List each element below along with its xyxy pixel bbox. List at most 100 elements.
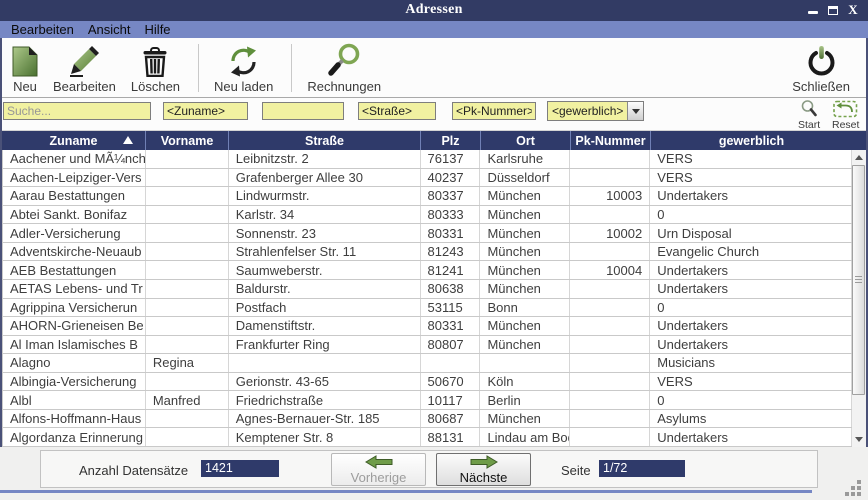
- pknummer-filter-input[interactable]: [452, 102, 536, 120]
- table-cell: Karlsruhe: [480, 150, 571, 168]
- table-row[interactable]: Adventskirche-Neuaub Strahlenfelser Str. …: [3, 242, 852, 262]
- table-row[interactable]: Aarau Bestattungen Lindwurmstr. 80337 Münch…: [3, 187, 852, 206]
- vorname-filter-input[interactable]: [262, 102, 344, 120]
- table-row[interactable]: AHORN-Grieneisen Be Damenstiftstr. 80331 Mü…: [3, 317, 852, 336]
- table-cell: AETAS Lebens- und Tr: [3, 279, 146, 298]
- scroll-down-icon: [855, 437, 863, 442]
- table-cell: München: [480, 335, 571, 354]
- menu-item-ansicht[interactable]: Ansicht: [87, 22, 131, 37]
- menu-item-hilfe[interactable]: Hilfe: [144, 22, 171, 37]
- table-cell: 10004: [570, 261, 651, 279]
- table-body: Aachener und MÃ¼nch Leibnitzstr. 2 76137 Ka…: [2, 150, 852, 447]
- table-cell: [570, 168, 651, 187]
- chevron-down-icon: [631, 108, 640, 114]
- table-row[interactable]: Abtei Sankt. Bonifaz Karlstr. 34 80333 Münc…: [3, 205, 852, 225]
- toolbar: Neu Bearbeiten: [2, 38, 866, 98]
- menu-item-bearbeiten[interactable]: Bearbeiten: [11, 22, 74, 37]
- table-row[interactable]: Aachener und MÃ¼nch Leibnitzstr. 2 76137 Ka…: [3, 150, 852, 169]
- table-cell: Manfred: [146, 391, 229, 409]
- new-button[interactable]: Neu: [6, 40, 44, 96]
- table-cell: [146, 335, 229, 354]
- status-bar: Anzahl Datensätze 1421 Vorherige Nächste: [0, 447, 868, 500]
- column-header-stra-e[interactable]: Straße: [228, 131, 420, 150]
- table-row[interactable]: Adler-Versicherung Sonnenstr. 23 80331 Münc…: [3, 224, 852, 243]
- table-cell: München: [480, 187, 571, 205]
- toolbar-separator: [198, 44, 200, 92]
- table-row[interactable]: Albingia-Versicherung Gerionstr. 43-65 506…: [3, 372, 852, 392]
- gewerblich-filter-select[interactable]: <gewerblich>: [547, 101, 644, 121]
- column-header-label: Vorname: [160, 133, 214, 148]
- table-cell: 81241: [421, 261, 481, 279]
- vertical-scrollbar[interactable]: [852, 150, 866, 447]
- scroll-up-button[interactable]: [852, 150, 866, 165]
- table-cell: Aachen-Leipziger-Vers: [3, 168, 146, 187]
- table-row[interactable]: AETAS Lebens- und Tr Baldurstr. 80638 Münch…: [3, 279, 852, 299]
- column-header-label: Plz: [441, 133, 460, 148]
- table-cell: Alagno: [3, 354, 146, 372]
- column-header-pk-nummer[interactable]: Pk-Nummer: [570, 131, 650, 150]
- pagination-panel: Anzahl Datensätze 1421 Vorherige Nächste: [40, 450, 818, 488]
- refresh-icon: [229, 46, 258, 77]
- power-icon: [807, 45, 836, 77]
- dropdown-button[interactable]: [627, 102, 643, 120]
- scrollbar-thumb[interactable]: [852, 165, 865, 395]
- toolbar-separator: [291, 44, 293, 92]
- search-input[interactable]: [3, 102, 151, 120]
- arrow-right-icon: [470, 454, 498, 469]
- strasse-filter-input[interactable]: [358, 102, 436, 120]
- edit-button[interactable]: Bearbeiten: [47, 40, 122, 96]
- table-cell: Karlstr. 34: [229, 205, 421, 224]
- column-header-ort[interactable]: Ort: [480, 131, 570, 150]
- table-cell: Albl: [3, 391, 146, 409]
- table-cell: [480, 354, 571, 372]
- table-cell: [570, 205, 651, 224]
- table-row[interactable]: AEB Bestattungen Saumweberstr. 81241 Münche…: [3, 261, 852, 280]
- table-cell: Berlin: [480, 391, 571, 409]
- table-row[interactable]: Albl Manfred Friedrichstraße 10117 Berlin 0: [3, 391, 852, 410]
- next-page-button[interactable]: Nächste: [436, 453, 531, 486]
- table-row[interactable]: Alagno Regina Musicians: [3, 354, 852, 373]
- reset-label: Reset: [832, 119, 860, 131]
- column-header-gewerblich[interactable]: gewerblich: [650, 131, 852, 150]
- zuname-filter-input[interactable]: [163, 102, 248, 120]
- table-cell: 76137: [421, 150, 481, 168]
- table-row[interactable]: Aachen-Leipziger-Vers Grafenberger Allee …: [3, 168, 852, 188]
- table-cell: [570, 150, 651, 168]
- table-row[interactable]: Agrippina Versicherun Postfach 53115 Bonn 0: [3, 298, 852, 318]
- table-row[interactable]: Algordanza Erinnerung Kemptener Str. 8 881…: [3, 428, 852, 447]
- previous-page-button[interactable]: Vorherige: [331, 453, 426, 486]
- minimize-button[interactable]: [806, 4, 820, 16]
- column-header-vorname[interactable]: Vorname: [145, 131, 228, 150]
- start-search-button[interactable]: Start: [798, 100, 820, 131]
- table-cell: Undertakers: [650, 335, 852, 354]
- magnifier-icon: [327, 43, 361, 77]
- table-cell: Grafenberger Allee 30: [229, 168, 421, 187]
- close-button[interactable]: X: [846, 3, 860, 16]
- column-header-zuname[interactable]: Zuname: [2, 131, 145, 150]
- reset-search-button[interactable]: Reset: [832, 100, 859, 131]
- scroll-down-button[interactable]: [852, 432, 866, 447]
- table-cell: 53115: [421, 298, 481, 317]
- start-label: Start: [798, 119, 821, 131]
- table-cell: [146, 205, 229, 224]
- table-cell: [146, 428, 229, 446]
- table-cell: Gerionstr. 43-65: [229, 372, 421, 391]
- table-cell: 80333: [421, 205, 481, 224]
- column-header-plz[interactable]: Plz: [420, 131, 480, 150]
- maximize-button[interactable]: [826, 4, 840, 16]
- table-cell: Evangelic Church: [650, 242, 852, 261]
- resize-grip[interactable]: [845, 480, 863, 498]
- table-cell: 80331: [421, 317, 481, 335]
- toolbar-label: Löschen: [130, 79, 181, 94]
- close-app-button[interactable]: Schließen: [786, 40, 856, 96]
- reload-button[interactable]: Neu laden: [208, 40, 279, 96]
- table-row[interactable]: Al Iman Islamisches B Frankfurter Ring 808…: [3, 335, 852, 355]
- table-cell: 40237: [421, 168, 481, 187]
- table-cell: München: [480, 279, 571, 298]
- delete-button[interactable]: Löschen: [125, 40, 186, 96]
- table-cell: Saumweberstr.: [229, 261, 421, 279]
- invoices-button[interactable]: Rechnungen: [301, 40, 387, 96]
- titlebar[interactable]: Adressen X: [0, 0, 868, 21]
- table-row[interactable]: Alfons-Hoffmann-Haus Agnes-Bernauer-Str. …: [3, 409, 852, 429]
- table-cell: Al Iman Islamisches B: [3, 335, 146, 354]
